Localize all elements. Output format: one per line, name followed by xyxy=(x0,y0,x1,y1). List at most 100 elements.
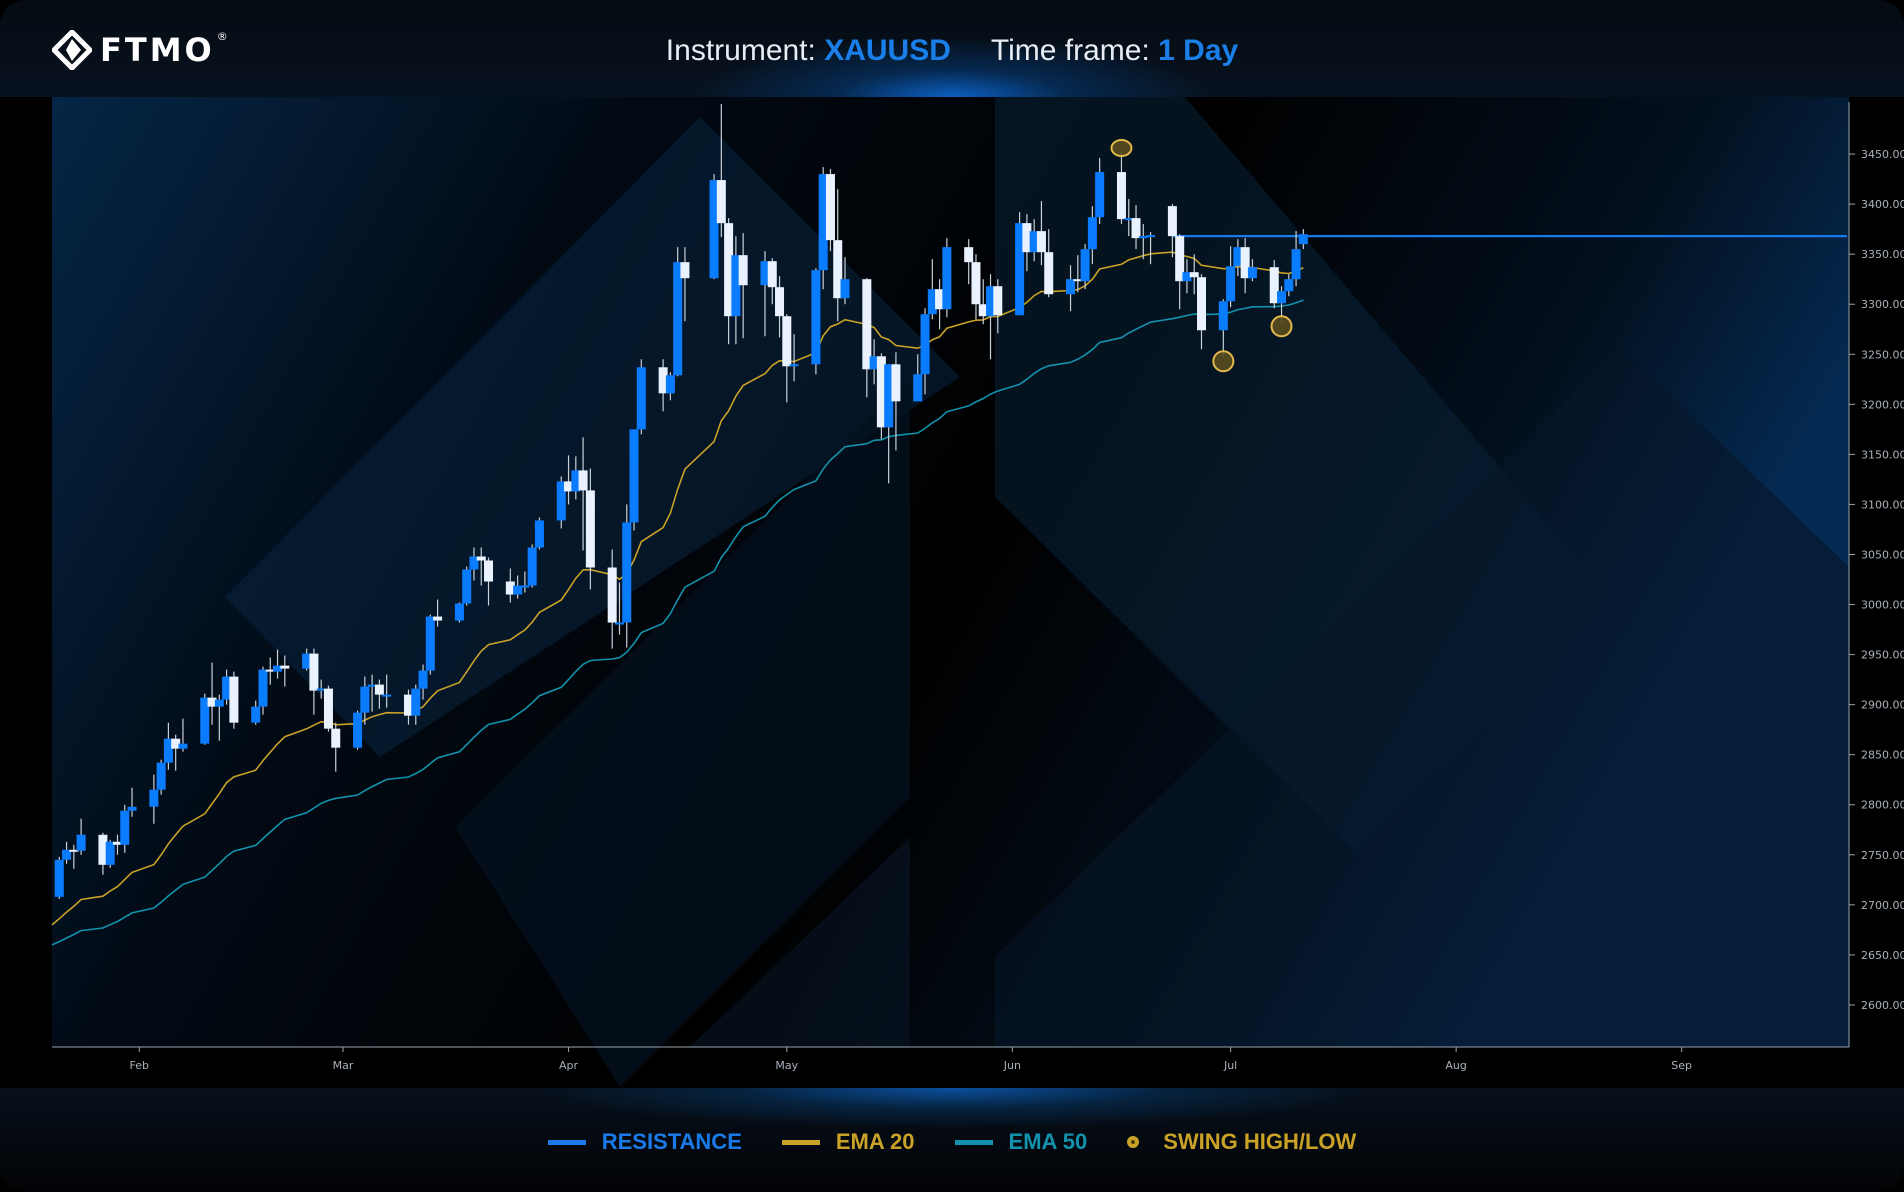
candle xyxy=(1298,229,1308,250)
candle-body xyxy=(273,665,283,672)
candle xyxy=(978,279,988,325)
candlestick-chart: 3450.00 3400.00 3350.00 3300.00 3250.00 3200.… xyxy=(51,97,1904,1087)
candle-body xyxy=(265,669,275,672)
y-tick-label: 3000.00 xyxy=(1861,599,1904,612)
candle-body xyxy=(964,247,974,263)
candle-body xyxy=(382,694,392,697)
candle xyxy=(622,504,632,648)
instrument-value: XAUUSD xyxy=(824,34,951,67)
candle-body xyxy=(418,670,428,689)
candle xyxy=(1087,206,1097,265)
candle xyxy=(614,582,624,635)
candle-body xyxy=(891,364,901,402)
candle xyxy=(280,655,290,687)
candle xyxy=(716,104,726,238)
candle-body xyxy=(331,728,341,748)
candle-body xyxy=(207,697,217,707)
candle-body xyxy=(840,279,850,299)
candle-body xyxy=(971,262,981,305)
candle-body xyxy=(1044,252,1054,295)
candle-body xyxy=(1269,267,1279,304)
candle-body xyxy=(564,481,574,492)
background-shape xyxy=(995,347,1849,1047)
legend-item: EMA 50 xyxy=(954,1129,1087,1155)
candle-body xyxy=(1291,249,1301,280)
candle xyxy=(1036,201,1046,266)
legend-label: SWING HIGH/LOW xyxy=(1163,1129,1357,1154)
candle xyxy=(127,787,137,817)
ftmo-logo-icon xyxy=(52,30,92,70)
candle-body xyxy=(825,174,835,241)
swing-high-marker xyxy=(1110,139,1133,158)
y-tick-label: 2600.00 xyxy=(1861,999,1904,1012)
candle-body xyxy=(476,556,486,561)
candle xyxy=(1196,274,1206,350)
candle xyxy=(913,354,923,402)
ema20-line xyxy=(51,251,1304,926)
candle xyxy=(462,566,472,606)
candle xyxy=(1095,158,1105,225)
candle xyxy=(112,834,122,855)
candle xyxy=(964,239,974,285)
candle-body xyxy=(1066,279,1076,295)
candle-body xyxy=(818,174,828,271)
candle xyxy=(811,268,821,375)
y-tick-label: 2850.00 xyxy=(1861,749,1904,762)
candle-body xyxy=(403,694,413,716)
candle-body xyxy=(913,374,923,402)
candle-body xyxy=(1277,291,1287,304)
candle xyxy=(1116,152,1126,225)
candle xyxy=(731,236,741,345)
y-tick-label: 2750.00 xyxy=(1861,849,1904,862)
candle-body xyxy=(462,569,472,604)
candle xyxy=(171,734,181,771)
x-tick-label: Mar xyxy=(333,1059,354,1072)
candle-body xyxy=(62,849,72,860)
candle xyxy=(869,339,879,385)
candle-body xyxy=(1226,266,1236,302)
candle xyxy=(178,718,188,752)
candle-body xyxy=(738,255,748,286)
candle xyxy=(98,832,108,875)
candle xyxy=(454,602,464,623)
timeframe-value: 1 Day xyxy=(1158,34,1239,67)
candle-body xyxy=(1196,277,1206,331)
candle-body xyxy=(636,367,646,430)
candle xyxy=(1124,199,1134,237)
candle-body xyxy=(69,849,79,852)
candle-body xyxy=(629,429,639,523)
candle-body xyxy=(98,834,108,865)
candle xyxy=(571,456,581,500)
candle-body xyxy=(833,240,843,299)
logo-text: FTMO xyxy=(100,31,215,69)
candle xyxy=(760,251,770,337)
candle-body xyxy=(884,364,894,428)
candle-body xyxy=(505,581,515,595)
candle-body xyxy=(367,684,377,687)
candle xyxy=(1146,232,1156,265)
y-tick-label: 3200.00 xyxy=(1861,398,1904,411)
candle xyxy=(636,359,646,435)
candle xyxy=(76,818,86,855)
candle-body xyxy=(222,676,232,700)
candle-body xyxy=(782,316,792,367)
y-tick-label: 3350.00 xyxy=(1861,248,1904,261)
candle-body xyxy=(302,653,312,669)
candle-body xyxy=(178,743,188,749)
x-tick-label: Jun xyxy=(1003,1059,1021,1072)
candle xyxy=(251,700,261,725)
candle-body xyxy=(1284,279,1294,292)
candle xyxy=(273,649,283,679)
candle-body xyxy=(1095,172,1105,218)
swing-circle-icon xyxy=(1127,1136,1140,1148)
legend-label: RESISTANCE xyxy=(601,1129,742,1154)
candle xyxy=(876,353,886,440)
candle-body xyxy=(789,364,799,367)
candle xyxy=(520,571,530,593)
candle xyxy=(782,314,792,403)
x-tick-label: Feb xyxy=(130,1059,149,1072)
candle-body xyxy=(986,286,996,317)
candle-body xyxy=(76,834,86,851)
candle-body xyxy=(775,287,785,317)
candle-body xyxy=(411,688,421,716)
